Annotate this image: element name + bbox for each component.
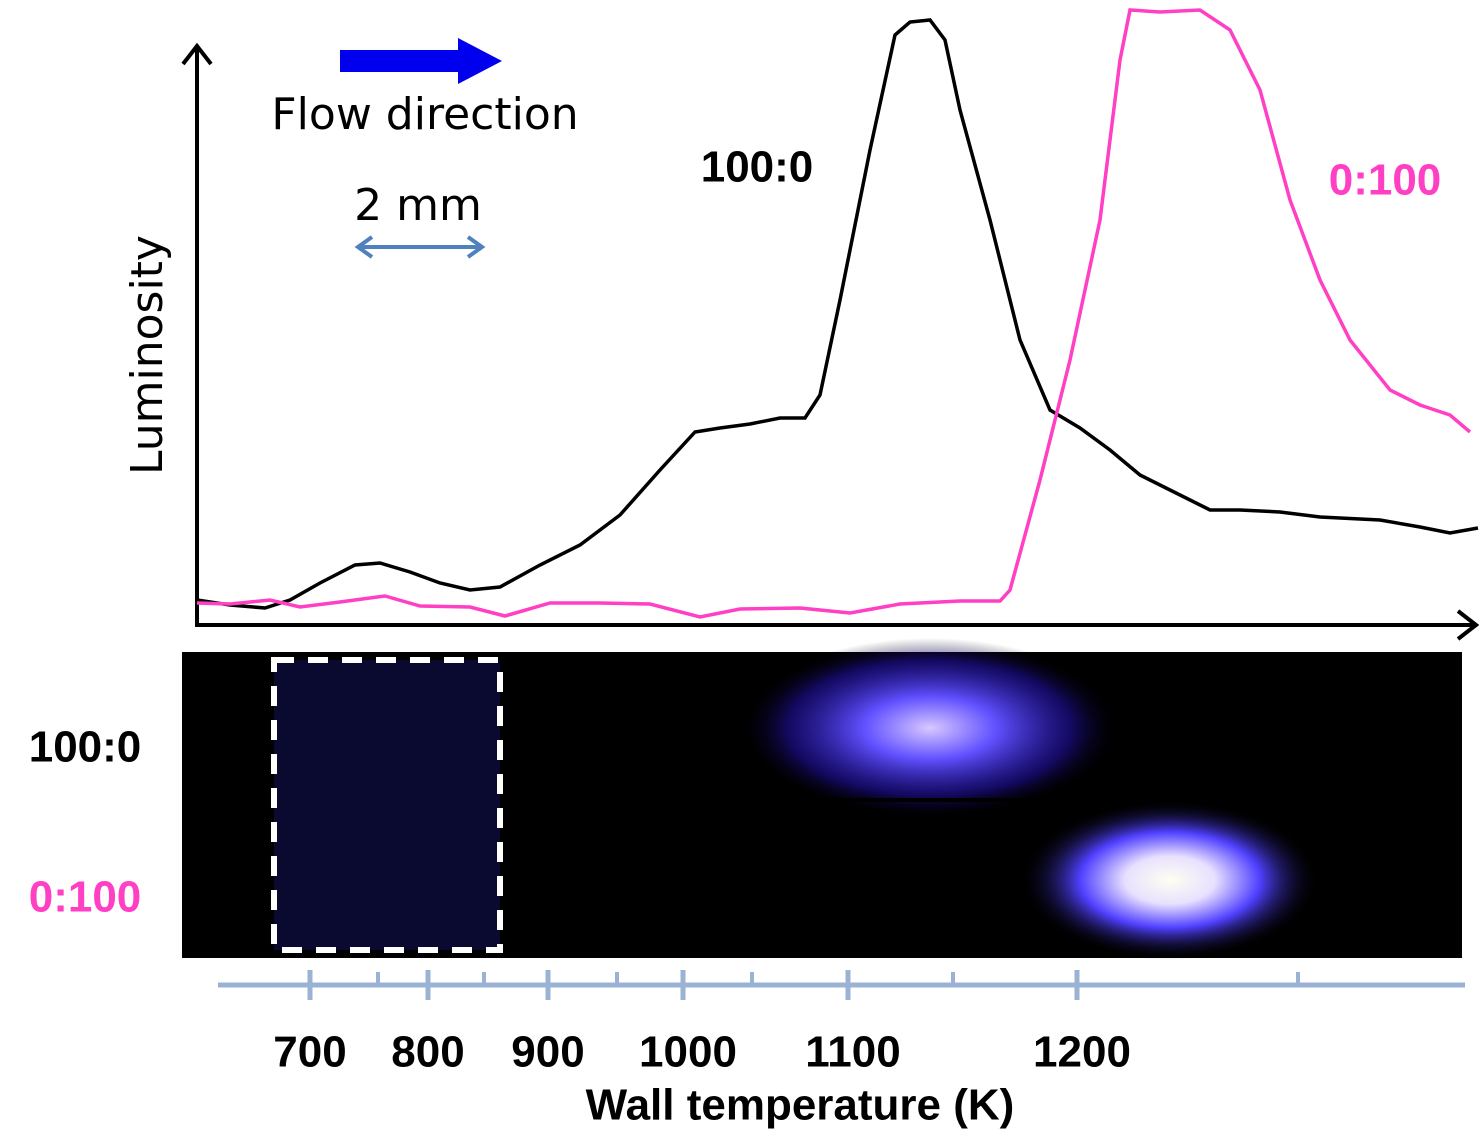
x-tick-label: 1000 [639, 1028, 737, 1077]
y-axis-title: Luminosity [122, 235, 173, 475]
x-tick-label: 1100 [805, 1028, 900, 1077]
curve-label: 100:0 [701, 143, 814, 192]
x-tick-label: 800 [391, 1028, 464, 1077]
row-labels: 100:0 0:100 [29, 723, 142, 922]
y-axis-arrow [181, 42, 213, 66]
ticks: 700 800 900 1000 1100 1200 [273, 970, 1300, 1077]
scale-arrow [354, 235, 486, 259]
row-label: 0:100 [29, 873, 142, 922]
luminosity-curve [196, 8, 1472, 619]
x-axis-title: Wall temperature (K) [586, 1081, 1015, 1130]
curve-label: 0:100 [1329, 156, 1442, 205]
x-tick-label: 700 [273, 1028, 346, 1077]
dashed-box [271, 657, 503, 953]
image-divider [182, 798, 1462, 802]
row-label: 100:0 [29, 723, 142, 772]
glow-top [740, 638, 1120, 818]
curves: 100:0 0:100 [196, 8, 1479, 619]
x-tick-label: 1200 [1033, 1028, 1131, 1077]
flow-arrow [340, 38, 502, 84]
flow-label: Flow direction [271, 89, 578, 140]
glow-bottom [1020, 800, 1320, 960]
x-axis-arrow [1456, 609, 1479, 641]
scale-label: 2 mm [354, 180, 482, 231]
x-tick-label: 900 [511, 1028, 584, 1077]
luminosity-curve [196, 18, 1479, 610]
